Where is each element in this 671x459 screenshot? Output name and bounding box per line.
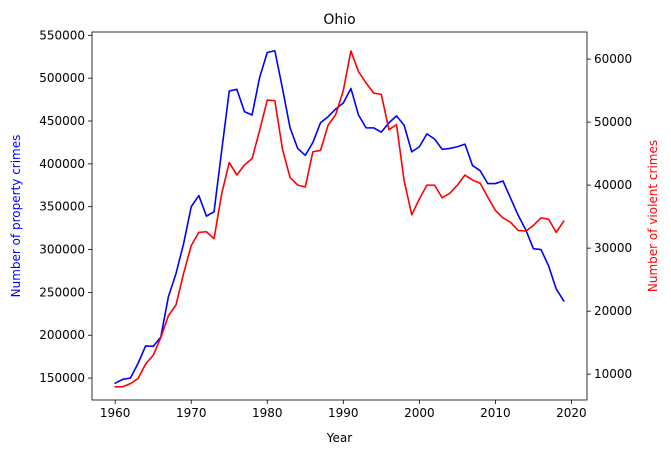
y-left-tick-label: 350000	[39, 200, 85, 214]
property-crimes-line	[114, 49, 565, 385]
x-tick-label: 1970	[176, 406, 207, 420]
y-left-tick-label: 400000	[39, 157, 85, 171]
x-tick-label: 2010	[480, 406, 511, 420]
y-left-tick-label: 200000	[39, 328, 85, 342]
x-tick-label: 2020	[556, 406, 587, 420]
x-axis: 1960 1970 1980 1990 2000 2010 2020	[100, 400, 587, 420]
y-left-tick-label: 550000	[39, 28, 85, 42]
x-tick-label: 1990	[328, 406, 359, 420]
plot-frame	[91, 31, 588, 401]
y-axis-right: 10000 20000 30000 40000 50000 60000	[587, 52, 632, 381]
chart-title: Ohio	[323, 12, 355, 28]
y-left-tick-label: 300000	[39, 243, 85, 257]
y-right-tick-label: 20000	[594, 304, 632, 318]
y-right-tick-label: 10000	[594, 367, 632, 381]
x-tick-label: 1980	[252, 406, 283, 420]
y-right-tick-label: 50000	[594, 115, 632, 129]
y-left-tick-label: 150000	[39, 371, 85, 385]
y-left-tick-label: 250000	[39, 285, 85, 299]
x-tick-label: 2000	[404, 406, 435, 420]
y-right-tick-label: 30000	[594, 241, 632, 255]
violent-crimes-line	[114, 50, 565, 388]
y-right-tick-label: 40000	[594, 178, 632, 192]
x-tick-label: 1960	[100, 406, 131, 420]
y-axis-right-label: Number of violent crimes	[646, 140, 660, 292]
y-axis-left-label: Number of property crimes	[9, 135, 23, 298]
y-left-tick-label: 500000	[39, 71, 85, 85]
plot-area	[114, 49, 565, 388]
y-axis-left: 150000 200000 250000 300000 350000 400000 4500…	[39, 28, 92, 385]
y-right-tick-label: 60000	[594, 52, 632, 66]
y-left-tick-label: 450000	[39, 114, 85, 128]
x-axis-label: Year	[326, 431, 352, 445]
